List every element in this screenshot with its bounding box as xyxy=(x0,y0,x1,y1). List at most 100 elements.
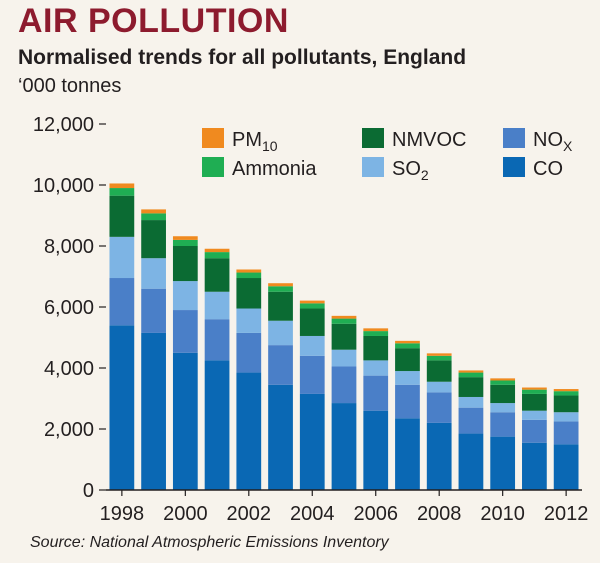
bar-segment-pm10-2012 xyxy=(553,389,579,392)
bar-segment-nmvoc-2010 xyxy=(490,384,516,404)
bar-segment-co-2000 xyxy=(172,352,198,490)
bar-segment-nmvoc-1998 xyxy=(109,195,135,237)
bar-stack-2007 xyxy=(395,340,420,490)
bar-segment-nox-2000 xyxy=(172,310,198,353)
bar-segment-co-2007 xyxy=(395,418,420,490)
bar-stack-2000 xyxy=(172,236,198,490)
legend-label-pm10: PM10 xyxy=(232,129,278,154)
bar-segment-co-2003 xyxy=(268,384,293,490)
bar-segment-so2-2009 xyxy=(458,396,484,408)
bar-segment-co-2001 xyxy=(204,360,230,491)
bar-segment-nox-2001 xyxy=(204,319,230,361)
bar-segment-so2-2010 xyxy=(490,403,516,413)
bar-segment-nmvoc-2004 xyxy=(299,308,325,336)
x-tick-label-2010: 2010 xyxy=(480,503,525,525)
bar-segment-so2-2012 xyxy=(553,412,579,422)
bar-segment-nox-2012 xyxy=(553,421,579,445)
bar-segment-so2-2006 xyxy=(363,360,389,376)
bar-segment-nmvoc-2009 xyxy=(458,377,484,397)
bar-segment-ammonia-1999 xyxy=(141,213,166,221)
bar-segment-nmvoc-2011 xyxy=(522,393,547,411)
bar-stack-2012 xyxy=(553,389,579,490)
bar-segment-ammonia-2006 xyxy=(363,331,389,336)
bar-segment-nmvoc-2005 xyxy=(331,323,357,350)
x-tick-label-2004: 2004 xyxy=(290,503,335,525)
bar-stack-2005 xyxy=(331,315,357,490)
bar-segment-ammonia-2001 xyxy=(204,252,230,259)
legend-swatch-nmvoc xyxy=(362,128,384,148)
source-note: Source: National Atmospheric Emissions I… xyxy=(30,534,389,551)
bar-segment-nox-2010 xyxy=(490,412,516,437)
bar-segment-pm10-2004 xyxy=(299,300,325,304)
bar-segment-nmvoc-2002 xyxy=(236,278,262,309)
bar-stack-1999 xyxy=(141,209,166,490)
bar-stack-1998 xyxy=(109,183,135,490)
legend-item-nox: NOX xyxy=(503,128,573,154)
bar-segment-ammonia-2007 xyxy=(395,343,420,349)
x-tick-label-2000: 2000 xyxy=(163,503,208,525)
x-tick-label-2012: 2012 xyxy=(544,503,589,525)
legend-item-so2: SO2 xyxy=(362,157,429,183)
legend-label-co: CO xyxy=(533,158,563,180)
bar-segment-pm10-2010 xyxy=(490,378,516,381)
chart-title: AIR POLLUTION xyxy=(18,2,289,40)
y-axis-unit: ‘000 tonnes xyxy=(18,75,122,97)
bar-segment-pm10-2006 xyxy=(363,328,389,332)
legend-swatch-so2 xyxy=(362,157,384,177)
y-tick-label-6000: 6,000 xyxy=(44,297,94,319)
bar-segment-ammonia-2005 xyxy=(331,318,357,324)
y-tick-label-10000: 10,000 xyxy=(33,175,94,197)
bar-segment-co-2002 xyxy=(236,372,262,490)
bar-stack-2003 xyxy=(268,283,293,490)
bar-segment-nox-2009 xyxy=(458,407,484,434)
bar-segment-ammonia-2012 xyxy=(553,391,579,396)
bar-segment-pm10-2003 xyxy=(268,283,293,287)
legend-label-nmvoc: NMVOC xyxy=(392,129,466,151)
bar-segment-pm10-1998 xyxy=(109,183,135,189)
y-tick-label-12000: 12,000 xyxy=(33,114,94,136)
bar-segment-ammonia-2008 xyxy=(426,355,452,361)
bar-segment-nmvoc-1999 xyxy=(141,220,166,259)
bar-segment-pm10-2007 xyxy=(395,340,420,344)
legend-item-ammonia: Ammonia xyxy=(202,157,317,180)
bar-segment-so2-2011 xyxy=(522,410,547,420)
legend-label-nox: NOX xyxy=(533,129,573,154)
x-tick-label-1998: 1998 xyxy=(100,503,145,525)
legend-label-so2: SO2 xyxy=(392,158,429,183)
bar-segment-co-2005 xyxy=(331,403,357,490)
bar-segment-pm10-2011 xyxy=(522,387,547,390)
axes-layer: 0 2,000 4,000 6,000 8,000 10,000 12,000 1998 200… xyxy=(33,114,589,525)
bar-segment-co-2004 xyxy=(299,393,325,490)
bar-segment-so2-1999 xyxy=(141,258,166,289)
bar-segment-nmvoc-2001 xyxy=(204,258,230,292)
bar-segment-pm10-2009 xyxy=(458,370,484,373)
bar-stack-2004 xyxy=(299,300,325,490)
legend-swatch-ammonia xyxy=(202,157,224,177)
bar-segment-co-2010 xyxy=(490,436,516,491)
legend: PM10 NMVOC NOX Ammonia SO2 CO xyxy=(202,128,573,183)
y-tick-label-8000: 8,000 xyxy=(44,236,94,258)
bar-segment-nmvoc-2008 xyxy=(426,360,452,382)
bar-segment-so2-2007 xyxy=(395,371,420,385)
bar-segment-nox-1998 xyxy=(109,278,135,326)
bar-segment-so2-2004 xyxy=(299,335,325,356)
legend-item-nmvoc: NMVOC xyxy=(362,128,466,151)
bar-segment-nmvoc-2006 xyxy=(363,335,389,361)
bar-segment-nox-2003 xyxy=(268,345,293,385)
x-tick-label-2008: 2008 xyxy=(417,503,462,525)
bar-stack-2011 xyxy=(522,387,547,490)
bar-segment-so2-2005 xyxy=(331,349,357,367)
bar-segment-ammonia-2004 xyxy=(299,303,325,309)
bar-segment-pm10-2005 xyxy=(331,315,357,319)
bar-stack-2006 xyxy=(363,328,389,490)
bar-segment-co-1998 xyxy=(109,325,135,490)
bar-segment-nmvoc-2000 xyxy=(172,246,198,282)
legend-swatch-pm10 xyxy=(202,128,224,148)
bars-layer xyxy=(109,183,579,491)
bar-segment-so2-2000 xyxy=(172,281,198,311)
y-tick-label-4000: 4,000 xyxy=(44,358,94,380)
bar-segment-ammonia-2002 xyxy=(236,272,262,279)
bar-segment-nox-2006 xyxy=(363,375,389,411)
bar-segment-nox-1999 xyxy=(141,288,166,333)
